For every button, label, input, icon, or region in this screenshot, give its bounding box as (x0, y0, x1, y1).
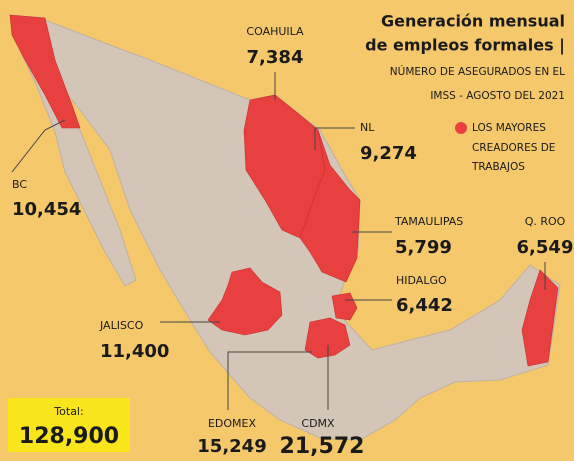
state-value: 6,549 (517, 237, 574, 258)
title: Generación mensual (381, 12, 565, 31)
state-value: 10,454 (12, 199, 81, 220)
map (9, 14, 561, 441)
state-value: 11,400 (100, 341, 169, 362)
subtitle: NÚMERO DE ASEGURADOS EN EL (390, 65, 565, 78)
leader (227, 351, 312, 410)
state-name: EDOMEX (208, 417, 257, 430)
total-label: Total: (53, 405, 83, 418)
state-value: 9,274 (360, 143, 417, 164)
state-name: CDMX (301, 417, 335, 430)
state-name: COAHUILA (246, 25, 304, 38)
leader (314, 127, 355, 150)
state-name: TAMAULIPAS (394, 215, 463, 228)
legend-text: CREADORES DE (472, 142, 555, 154)
nl-tamaulipas-states (299, 129, 361, 283)
state-name: HIDALGO (396, 274, 447, 287)
title: de empleos formales | (365, 36, 565, 56)
leader-lines (11, 72, 546, 410)
legend-marker (455, 122, 467, 134)
bc-state (9, 14, 81, 129)
qroo-state (521, 269, 559, 367)
state-value: 6,442 (396, 295, 453, 316)
state-value: 21,572 (280, 434, 365, 459)
total-box (8, 398, 130, 452)
state-name: JALISCO (99, 319, 144, 332)
state-value: 7,384 (247, 47, 304, 68)
state-value: 15,249 (197, 436, 266, 457)
legend-text: LOS MAYORES (472, 122, 546, 134)
state-name: Q. ROO (525, 215, 566, 228)
edomex-cdmx-states (304, 317, 351, 359)
subtitle: IMSS - AGOSTO DEL 2021 (430, 90, 565, 102)
state-name: BC (12, 178, 27, 191)
jalisco-state (207, 267, 283, 336)
state-value: 5,799 (395, 237, 452, 258)
leader (11, 119, 66, 173)
legend-text: TRABAJOS (471, 161, 525, 173)
state-name: NL (360, 121, 375, 134)
total-value: 128,900 (19, 424, 119, 449)
